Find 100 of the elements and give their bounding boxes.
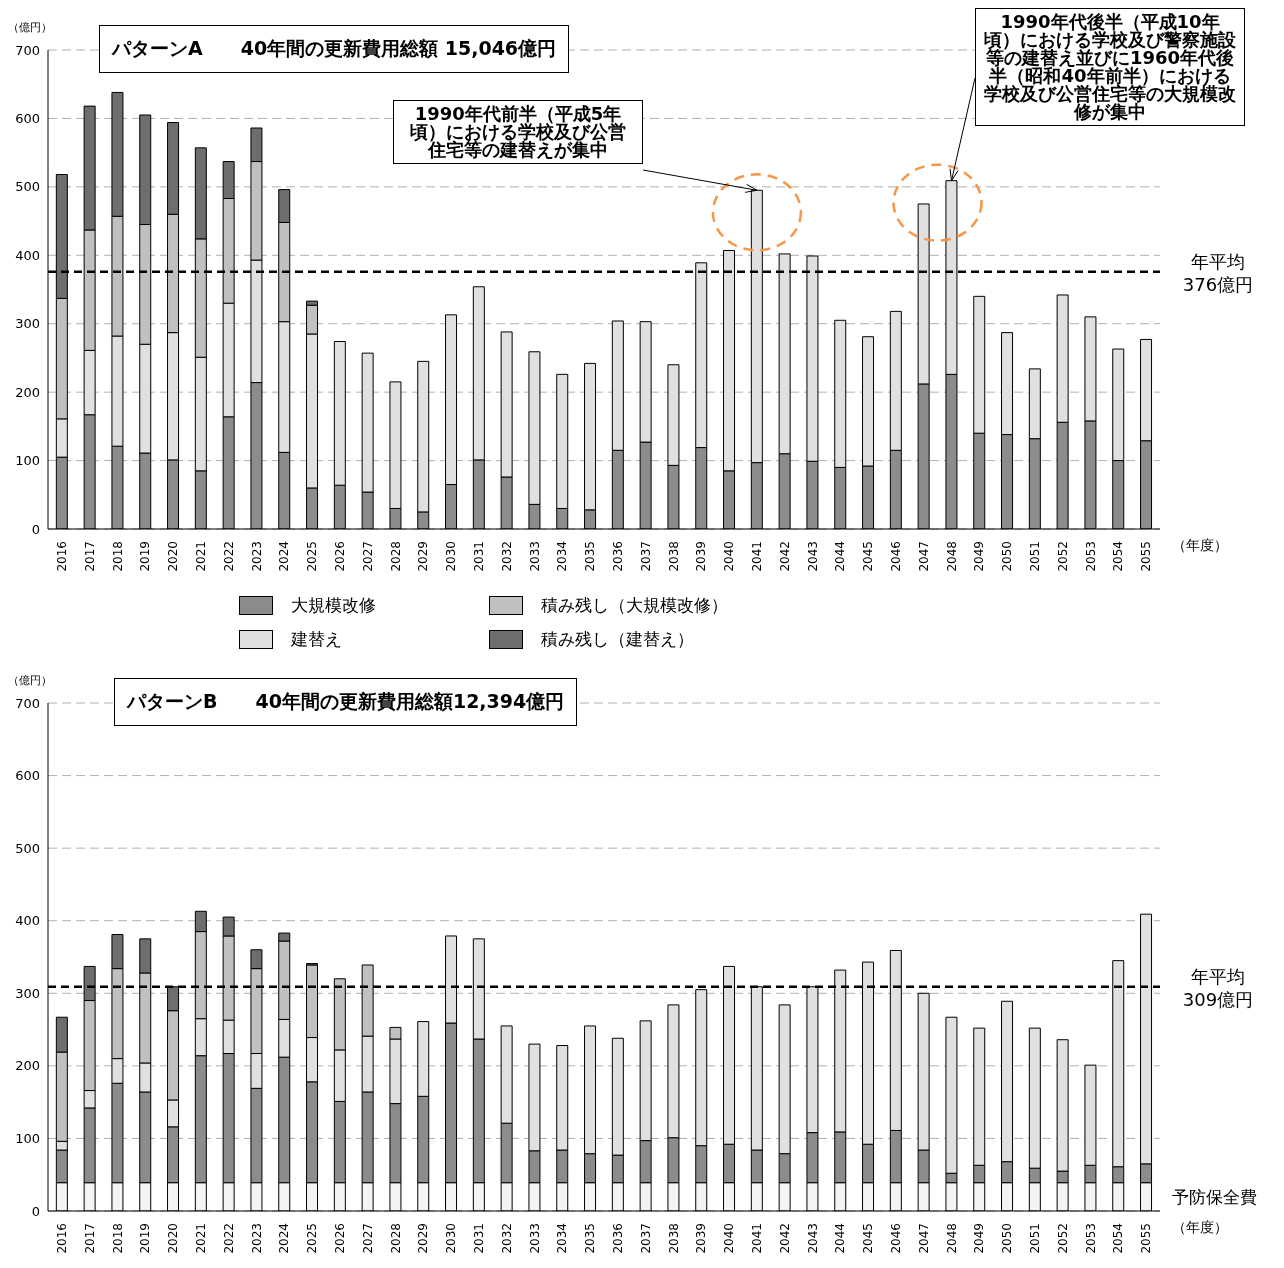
x-tick-label: 2042	[777, 1223, 792, 1254]
x-tick-label: 2017	[82, 1223, 97, 1254]
x-tick-label: 2050	[1000, 1223, 1015, 1254]
x-tick-label: 2031	[471, 1223, 486, 1254]
x-tick-label: 2040	[722, 1223, 737, 1254]
y-tick-label: 500	[15, 179, 40, 195]
x-tick-label: 2046	[888, 1223, 903, 1254]
x-tick-label: 2026	[332, 1223, 347, 1254]
x-tick-label: 2054	[1111, 1223, 1126, 1254]
x-tick-label: 2024	[277, 541, 292, 572]
x-tick-label: 2032	[499, 541, 514, 572]
x-tick-label: 2031	[471, 541, 486, 572]
x-tick-label: 2055	[1139, 1223, 1154, 1254]
y-tick-label: 0	[31, 521, 40, 537]
x-tick-label: 2044	[833, 1223, 848, 1254]
x-tick-label: 2053	[1083, 541, 1098, 572]
annotation: 1990年代前半（平成5年頃）における学校及び公営住宅等の建替えが集中	[393, 100, 643, 164]
x-tick-label: 2048	[944, 1223, 959, 1254]
x-tick-label: 2020	[166, 541, 181, 572]
x-tick-label: 2036	[610, 541, 625, 572]
legend-label: 大規模改修	[291, 593, 376, 617]
x-tick-label: 2036	[610, 1223, 625, 1254]
x-tick-label: 2045	[861, 1223, 876, 1254]
x-tick-label: 2023	[249, 541, 264, 572]
x-tick-label: 2021	[193, 541, 208, 572]
legend-label: 建替え	[291, 627, 342, 651]
x-tick-label: 2029	[416, 1223, 431, 1254]
x-tick-label: 2030	[444, 1223, 459, 1254]
y-axis-title: （億円）	[8, 20, 52, 35]
x-tick-label: 2046	[888, 541, 903, 572]
x-tick-label: 2027	[360, 1223, 375, 1254]
y-axis-title: （億円）	[8, 673, 52, 688]
legend-label: 積み残し（建替え）	[541, 627, 694, 651]
chart-title: パターンA 40年間の更新費用総額 15,046億円	[99, 25, 570, 73]
x-tick-label: 2051	[1027, 1223, 1042, 1254]
x-tick-label: 2029	[416, 541, 431, 572]
x-tick-label: 2037	[638, 541, 653, 572]
x-tick-label: 2044	[833, 541, 848, 572]
x-tick-label: 2051	[1027, 541, 1042, 572]
x-tick-label: 2027	[360, 541, 375, 572]
x-tick-label: 2028	[388, 541, 403, 572]
x-tick-label: 2035	[583, 541, 598, 572]
x-tick-label: 2022	[221, 1223, 236, 1254]
y-tick-label: 200	[15, 384, 40, 400]
x-tick-label: 2050	[1000, 541, 1015, 572]
y-tick-label: 100	[15, 1131, 40, 1147]
x-tick-label: 2025	[305, 1223, 320, 1254]
x-tick-label: 2019	[138, 541, 153, 572]
x-axis-title: （年度）	[1172, 537, 1228, 555]
x-tick-label: 2041	[749, 541, 764, 572]
x-tick-label: 2034	[555, 1223, 570, 1254]
x-tick-label: 2039	[694, 541, 709, 572]
x-tick-label: 2043	[805, 541, 820, 572]
x-tick-label: 2025	[305, 541, 320, 572]
annotation: 1990年代後半（平成10年頃）における学校及び警察施設等の建替え並びに1960年代後半（昭和40年前半）における学校及び公営住宅等の大規模改修が集中	[975, 8, 1245, 126]
ref-line-label: 年平均 376億円	[1182, 250, 1254, 295]
x-tick-label: 2018	[110, 541, 125, 572]
y-tick-label: 400	[15, 913, 40, 929]
x-tick-label: 2035	[583, 1223, 598, 1254]
legend-label: 積み残し（大規模改修）	[541, 593, 728, 617]
x-tick-label: 2024	[277, 1223, 292, 1254]
x-tick-label: 2032	[499, 1223, 514, 1254]
x-tick-label: 2052	[1055, 1223, 1070, 1254]
x-tick-label: 2021	[193, 1223, 208, 1254]
x-tick-label: 2054	[1111, 541, 1126, 572]
x-tick-label: 2045	[861, 541, 876, 572]
x-tick-label: 2052	[1055, 541, 1070, 572]
x-tick-label: 2041	[749, 1223, 764, 1254]
x-tick-label: 2047	[916, 1223, 931, 1254]
x-tick-label: 2037	[638, 1223, 653, 1254]
y-tick-label: 200	[15, 1058, 40, 1074]
x-tick-label: 2049	[972, 541, 987, 572]
y-tick-label: 600	[15, 768, 40, 784]
x-tick-label: 2018	[110, 1223, 125, 1254]
x-axis-title: （年度）	[1172, 1219, 1228, 1237]
chart-title: パターンB 40年間の更新費用総額12,394億円	[114, 678, 578, 726]
x-tick-label: 2033	[527, 1223, 542, 1254]
y-tick-label: 600	[15, 111, 40, 127]
x-tick-label: 2022	[221, 541, 236, 572]
x-tick-label: 2028	[388, 1223, 403, 1254]
y-tick-label: 700	[15, 695, 40, 711]
x-tick-label: 2017	[82, 541, 97, 572]
x-tick-label: 2033	[527, 541, 542, 572]
y-tick-label: 700	[15, 42, 40, 58]
x-tick-label: 2016	[54, 541, 69, 572]
x-tick-label: 2038	[666, 541, 681, 572]
x-tick-label: 2034	[555, 541, 570, 572]
x-tick-label: 2038	[666, 1223, 681, 1254]
ref-line-label: 年平均 309億円	[1182, 965, 1254, 1010]
x-tick-label: 2049	[972, 1223, 987, 1254]
y-tick-label: 300	[15, 985, 40, 1001]
x-tick-label: 2026	[332, 541, 347, 572]
x-tick-label: 2042	[777, 541, 792, 572]
x-tick-label: 2030	[444, 541, 459, 572]
y-tick-label: 0	[31, 1203, 40, 1219]
x-tick-label: 2047	[916, 541, 931, 572]
x-tick-label: 2043	[805, 1223, 820, 1254]
x-tick-label: 2023	[249, 1223, 264, 1254]
x-tick-label: 2040	[722, 541, 737, 572]
x-tick-label: 2039	[694, 1223, 709, 1254]
